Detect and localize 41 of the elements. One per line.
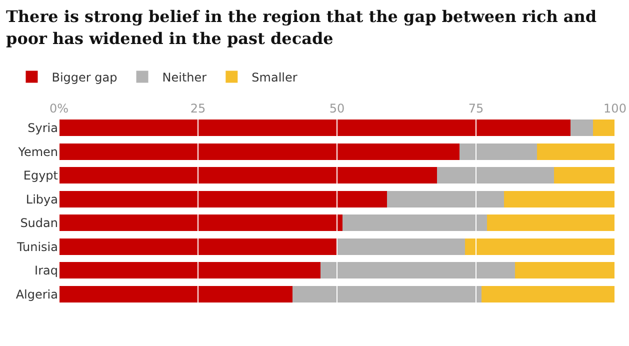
bar [514,262,615,279]
bar [487,214,615,232]
bar [387,190,504,208]
bar [464,238,615,255]
bar [292,286,482,302]
bar [504,190,615,208]
x-tick-label: 50 [329,102,345,116]
x-tick-label: 100 [604,102,626,116]
bar [59,286,293,302]
bar [59,238,337,255]
bar [592,120,615,136]
x-tick-label: 25 [190,102,206,116]
y-tick-label: Syria [28,121,58,136]
bar [59,120,571,136]
legend-label: Bigger gap [52,70,118,84]
y-tick-label: Sudan [20,216,58,230]
bar [482,286,615,302]
bar [59,262,320,279]
bar [337,238,465,255]
bar [59,167,438,184]
bar [59,143,460,160]
y-tick-label: Egypt [23,168,58,183]
bar [342,214,488,232]
x-tick-label: 0% [49,102,69,116]
bar [59,190,388,208]
y-tick-label: Yemen [17,144,58,159]
bar [320,262,515,279]
legend-label: Smaller [252,70,298,84]
bar [554,167,615,184]
legend-label: Neither [162,70,207,84]
y-tick-label: Algeria [16,287,58,302]
y-tick-label: Iraq [34,264,58,278]
y-tick-label: Tunisia [16,240,58,254]
bar [437,167,554,184]
bar [59,214,343,232]
y-tick-label: Libya [26,192,58,206]
chart-title: There is strong belief in the region that the gap between rich and poor has widened in the past decade [6,6,598,50]
bar [459,143,538,160]
bar [570,120,593,136]
bar [537,143,615,160]
x-tick-label: 75 [468,102,484,116]
